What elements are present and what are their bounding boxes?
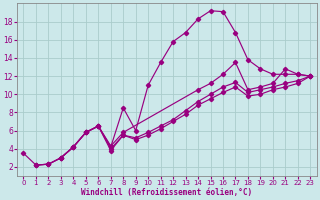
X-axis label: Windchill (Refroidissement éolien,°C): Windchill (Refroidissement éolien,°C) xyxy=(81,188,252,197)
